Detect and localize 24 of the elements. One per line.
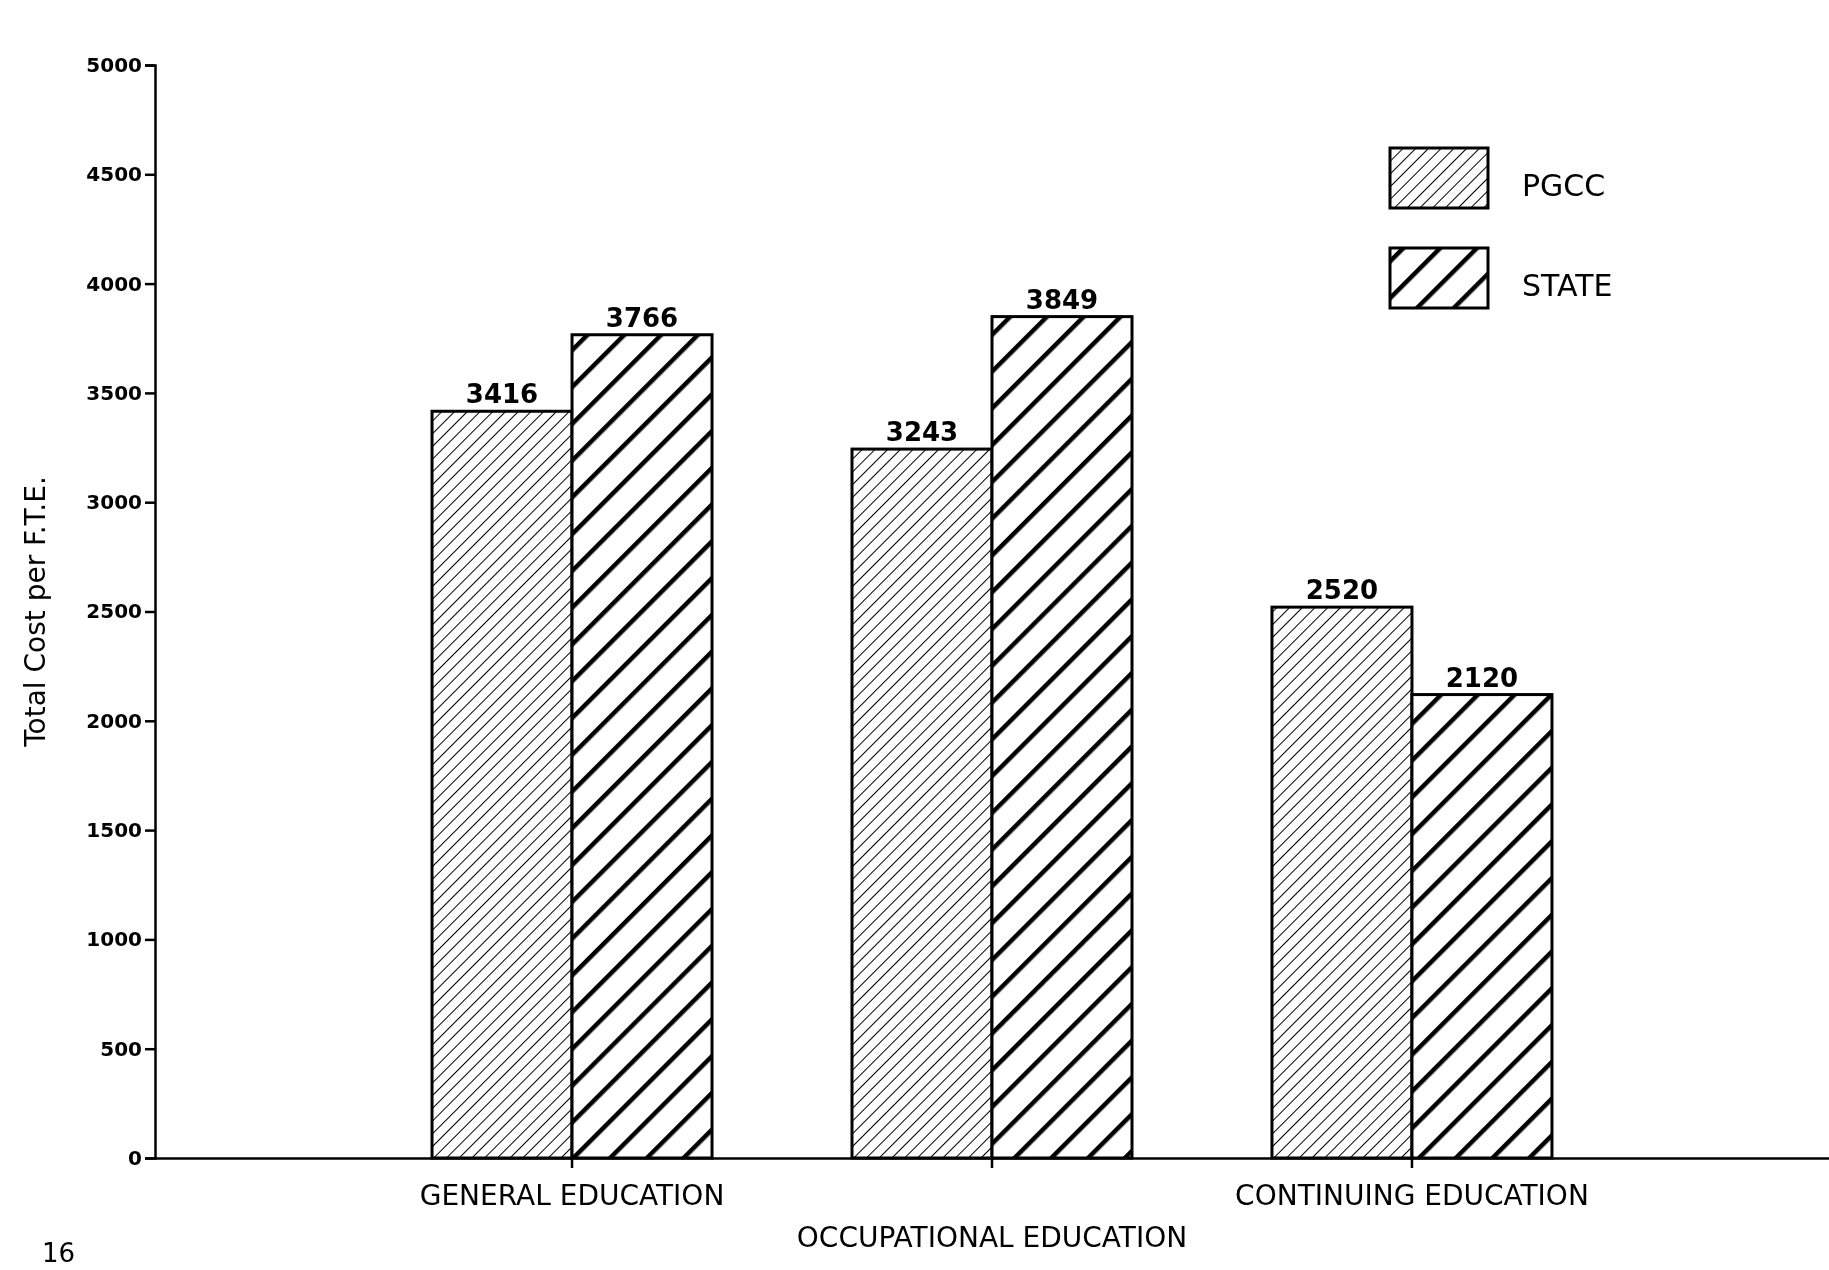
x-tick-label: OCCUPATIONAL EDUCATION	[796, 1220, 1188, 1254]
x-tick-label: GENERAL EDUCATION	[419, 1178, 725, 1212]
data-label: 3243	[885, 417, 959, 448]
y-tick-label: 4500	[86, 162, 142, 187]
y-tick-label: 0	[128, 1145, 142, 1170]
y-tick-label: 3500	[86, 380, 142, 405]
y-tick-label: 2500	[86, 599, 142, 624]
text: 16	[42, 1238, 76, 1268]
y-tick-label: 1000	[86, 927, 142, 952]
data-label: 2120	[1445, 662, 1519, 693]
legend-label: STATE	[1522, 268, 1613, 303]
y-tick-label: 5000	[86, 52, 142, 77]
data-label: 3766	[605, 302, 679, 333]
data-label: 3416	[465, 379, 539, 410]
y-tick-label: 1500	[86, 818, 142, 842]
y-tick-label: 2000	[86, 708, 142, 733]
y-tick-label: 500	[100, 1036, 142, 1061]
y-tick-label: 3000	[86, 490, 142, 515]
legend-label: PGCC	[1522, 168, 1606, 203]
y-tick-label: 4000	[86, 271, 142, 296]
data-label: 2520	[1305, 575, 1379, 606]
x-tick-label: CONTINUING EDUCATION	[1235, 1178, 1589, 1212]
y-axis-title: Total Cost per F.T.E.	[19, 476, 52, 748]
data-label: 3849	[1025, 284, 1099, 315]
